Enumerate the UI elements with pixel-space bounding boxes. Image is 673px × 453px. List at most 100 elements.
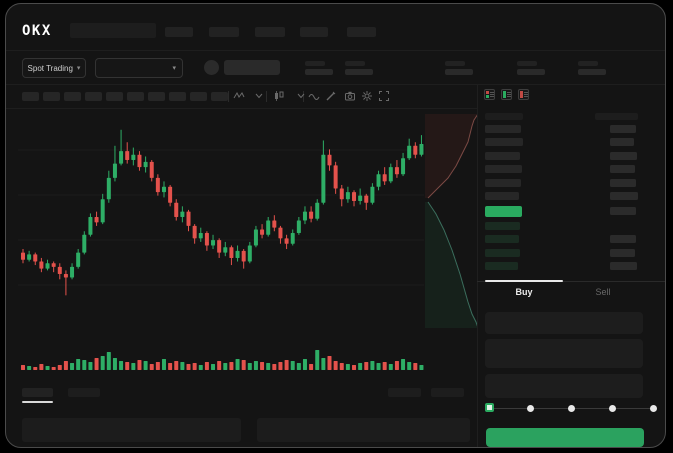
volume-bar: [143, 361, 148, 370]
volume-bar: [168, 363, 173, 370]
nav-item-1[interactable]: [165, 27, 193, 37]
toolbar-divider: [266, 91, 267, 102]
volume-bar: [119, 361, 124, 370]
line-overlay-icon[interactable]: [308, 90, 320, 102]
pair-select[interactable]: ▾: [95, 58, 183, 78]
buy-submit-button[interactable]: [486, 428, 644, 447]
last-price-badge[interactable]: [485, 206, 522, 217]
candle-body: [88, 217, 93, 235]
volume-bar: [155, 362, 160, 370]
toolbar-divider: [228, 91, 229, 102]
nav-item-4[interactable]: [300, 27, 328, 37]
volume-bar: [45, 366, 50, 370]
last-amount: [610, 207, 636, 215]
candle-body: [352, 192, 357, 201]
timeframe-1[interactable]: [22, 92, 39, 101]
candle-body: [217, 240, 222, 253]
nav-item-5[interactable]: [347, 27, 376, 37]
volume-bar: [76, 359, 81, 370]
candle-body: [21, 252, 25, 260]
depth-chart[interactable]: [425, 110, 478, 330]
volume-bar: [131, 363, 136, 370]
ask-price-6[interactable]: [485, 192, 519, 200]
orders-panel-placeholder: [22, 418, 241, 442]
nav-item-2[interactable]: [209, 27, 239, 37]
bid-price-4[interactable]: [485, 262, 518, 271]
candle-body: [339, 188, 344, 200]
amount-input[interactable]: [485, 339, 643, 368]
market-type-select[interactable]: Spot Trading ▾: [22, 58, 86, 78]
search-placeholder[interactable]: [70, 23, 156, 38]
bottom-action-2[interactable]: [431, 388, 464, 397]
candle-body: [333, 165, 338, 189]
volume-bar: [382, 362, 387, 370]
slider-handle[interactable]: [485, 403, 494, 412]
candlestick-chart[interactable]: [18, 110, 424, 330]
slider-stop-2[interactable]: [567, 405, 575, 412]
volume-bar: [284, 360, 289, 370]
tab-sell[interactable]: Sell: [595, 287, 611, 297]
bottom-tab-1[interactable]: [22, 388, 53, 397]
timeframe-8[interactable]: [169, 92, 186, 101]
volume-bar: [33, 367, 38, 370]
timeframe-7[interactable]: [148, 92, 165, 101]
book-combined-icon[interactable]: [484, 89, 495, 100]
chevron-down-icon: ▾: [172, 64, 176, 72]
candle-body: [63, 273, 68, 278]
volume-bar: [186, 364, 191, 370]
settings-gear-icon[interactable]: [361, 90, 373, 102]
volume-bar: [253, 361, 258, 370]
ask-amount-5: [610, 178, 636, 187]
volume-bar: [223, 363, 228, 370]
timeframe-5[interactable]: [106, 92, 123, 101]
ask-price-2[interactable]: [485, 138, 523, 147]
candle-body: [278, 227, 283, 239]
timeframe-3[interactable]: [64, 92, 81, 101]
timeframe-6[interactable]: [127, 92, 144, 101]
timeframe-2[interactable]: [43, 92, 60, 101]
volume-bar: [419, 365, 424, 370]
slider-stop-4[interactable]: [649, 405, 657, 412]
indicator-zigzag-icon[interactable]: [233, 90, 245, 102]
slider-stop-3[interactable]: [608, 405, 616, 412]
bid-depth-line: [427, 201, 478, 329]
price-input[interactable]: [485, 312, 643, 334]
nav-item-3[interactable]: [255, 27, 285, 37]
candle-body: [284, 238, 289, 244]
ask-price-3[interactable]: [485, 151, 520, 160]
book-bids-icon[interactable]: [501, 89, 512, 100]
volume-bar: [321, 358, 326, 370]
volume-bar: [217, 361, 222, 370]
volume-bar: [198, 365, 203, 370]
volume-bar: [57, 365, 62, 370]
volume-bar: [204, 362, 209, 370]
bid-price-1[interactable]: [485, 222, 520, 230]
timeframe-10[interactable]: [211, 92, 228, 101]
candle-body: [364, 195, 369, 203]
chevron-down-icon[interactable]: [295, 90, 307, 102]
draw-pencil-icon[interactable]: [325, 90, 337, 102]
volume-bar: [149, 364, 154, 370]
fullscreen-icon[interactable]: [378, 90, 390, 102]
ask-price-1[interactable]: [485, 125, 521, 133]
bid-price-3[interactable]: [485, 248, 520, 257]
timeframe-9[interactable]: [190, 92, 207, 101]
candle-body: [241, 250, 246, 262]
timeframe-4[interactable]: [85, 92, 102, 101]
ask-price-4[interactable]: [485, 165, 522, 174]
total-input[interactable]: [485, 374, 643, 398]
bottom-action-1[interactable]: [388, 388, 421, 397]
bottom-tab-2[interactable]: [68, 388, 100, 397]
book-asks-icon[interactable]: [518, 89, 529, 100]
volume-bar: [260, 362, 265, 370]
bid-depth-fill: [425, 202, 478, 328]
camera-snapshot-icon[interactable]: [344, 90, 356, 102]
ask-price-5[interactable]: [485, 178, 521, 187]
candle-type-icon[interactable]: [273, 90, 285, 102]
tab-buy[interactable]: Buy: [515, 287, 533, 297]
chevron-down-icon[interactable]: [253, 90, 265, 102]
bid-price-2[interactable]: [485, 235, 519, 244]
volume-bar: [413, 363, 418, 370]
slider-stop-1[interactable]: [526, 405, 534, 412]
candle-body: [223, 247, 228, 253]
